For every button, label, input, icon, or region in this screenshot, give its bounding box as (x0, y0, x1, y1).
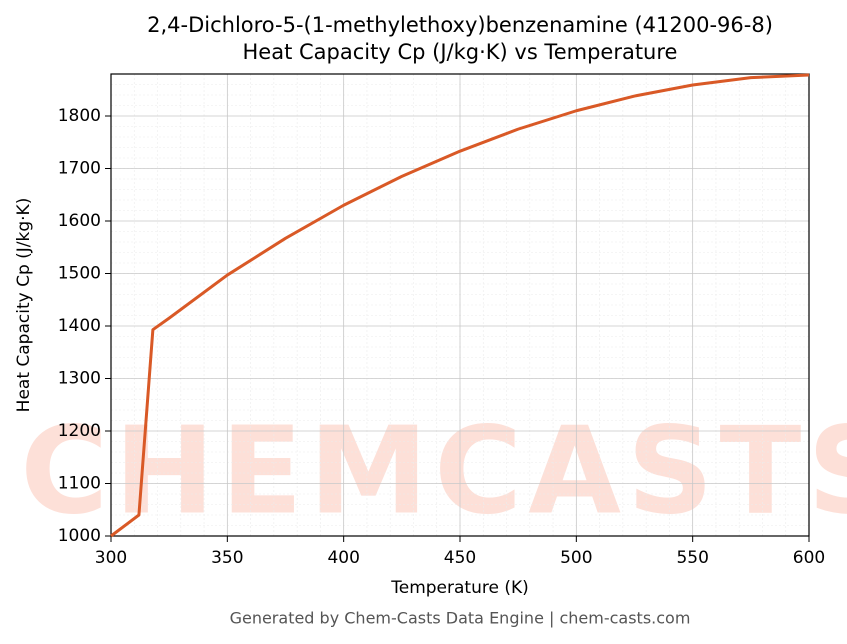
x-tick-label: 500 (560, 548, 592, 568)
x-tick-label: 300 (95, 548, 127, 568)
watermark: CHEMCASTS (20, 403, 847, 542)
footer: Generated by Chem-Casts Data Engine | ch… (230, 609, 691, 628)
y-tick-label: 1800 (58, 106, 101, 126)
plot-frame (110, 73, 810, 537)
y-tick-label: 1400 (58, 316, 101, 336)
x-axis-label: Temperature (K) (390, 578, 529, 598)
x-tick-label: 550 (676, 548, 708, 568)
chart-title: 2,4-Dichloro-5-(1-methylethoxy)benzenami… (147, 13, 773, 37)
y-tick-label: 1600 (58, 211, 101, 231)
y-axis-label: Heat Capacity Cp (J/kg·K) (14, 198, 34, 413)
x-tick-label: 400 (327, 548, 359, 568)
y-tick-label: 1200 (58, 421, 101, 441)
chart-subtitle: Heat Capacity Cp (J/kg·K) vs Temperature (243, 40, 678, 64)
y-tick-label: 1100 (58, 474, 101, 494)
y-tick-label: 1300 (58, 369, 101, 389)
y-tick-label: 1500 (58, 264, 101, 284)
y-tick-label: 1000 (58, 526, 101, 546)
x-tick-label: 450 (444, 548, 476, 568)
y-tick-label: 1700 (58, 159, 101, 179)
x-tick-label: 350 (211, 548, 243, 568)
line-series (110, 73, 810, 538)
x-tick-label: 600 (793, 548, 825, 568)
